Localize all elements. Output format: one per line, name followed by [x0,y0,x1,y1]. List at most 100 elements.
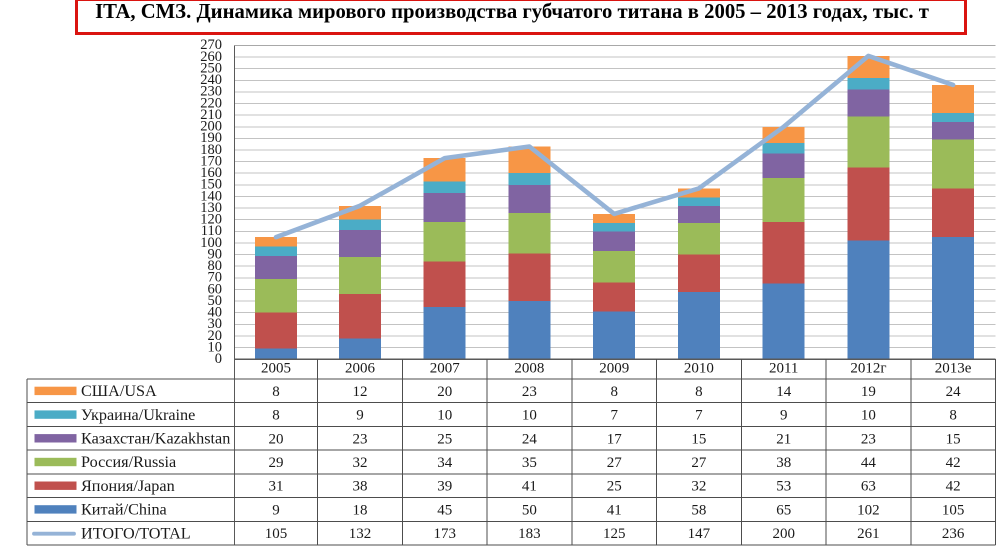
svg-text:15: 15 [946,431,961,447]
svg-text:10: 10 [437,408,452,424]
svg-text:23: 23 [353,431,368,447]
svg-text:24: 24 [946,384,962,400]
svg-text:38: 38 [353,479,368,495]
svg-text:8: 8 [695,384,703,400]
svg-text:2006: 2006 [345,361,376,377]
svg-text:210: 210 [200,107,222,123]
svg-text:23: 23 [522,384,537,400]
svg-text:50: 50 [208,293,223,309]
svg-text:147: 147 [688,526,711,542]
svg-text:40: 40 [208,305,223,321]
svg-text:260: 260 [200,49,222,65]
svg-text:2010: 2010 [684,361,714,377]
svg-text:Казахстан/Kazakhstan: Казахстан/Kazakhstan [81,430,230,448]
svg-text:9: 9 [780,408,788,424]
svg-text:27: 27 [607,455,623,471]
svg-text:44: 44 [861,455,877,471]
svg-text:Украина/Ukraine: Украина/Ukraine [81,406,195,424]
svg-text:100: 100 [200,235,222,251]
svg-text:140: 140 [200,188,222,204]
svg-text:23: 23 [861,431,876,447]
svg-text:10: 10 [861,408,876,424]
svg-text:42: 42 [946,479,961,495]
svg-text:102: 102 [857,502,880,518]
svg-text:2013e: 2013e [935,361,972,377]
svg-text:7: 7 [610,408,618,424]
svg-text:170: 170 [200,153,222,169]
svg-text:2007: 2007 [430,361,461,377]
svg-text:25: 25 [607,479,622,495]
svg-text:Китай/China: Китай/China [81,501,167,519]
svg-text:270: 270 [200,37,222,53]
svg-text:Россия/Russia: Россия/Russia [81,453,176,471]
svg-text:25: 25 [437,431,452,447]
svg-text:240: 240 [200,72,222,88]
svg-text:34: 34 [437,455,453,471]
svg-text:90: 90 [208,246,223,262]
svg-text:60: 60 [208,281,223,297]
svg-text:2009: 2009 [599,361,629,377]
svg-text:10: 10 [522,408,537,424]
svg-text:125: 125 [603,526,626,542]
svg-text:8: 8 [272,384,280,400]
svg-text:8: 8 [949,408,957,424]
svg-text:20: 20 [208,328,223,344]
svg-text:132: 132 [349,526,372,542]
svg-text:250: 250 [200,60,222,76]
svg-text:38: 38 [776,455,791,471]
svg-text:27: 27 [691,455,707,471]
svg-text:65: 65 [776,502,791,518]
svg-text:19: 19 [861,384,876,400]
svg-text:70: 70 [208,270,223,286]
svg-text:53: 53 [776,479,791,495]
svg-text:США/USA: США/USA [81,382,157,400]
svg-text:50: 50 [522,502,537,518]
svg-text:7: 7 [695,408,703,424]
svg-text:ИТОГО/TOTAL: ИТОГО/TOTAL [81,524,191,542]
svg-text:2005: 2005 [261,361,291,377]
svg-text:21: 21 [776,431,791,447]
svg-text:230: 230 [200,84,222,100]
svg-text:160: 160 [200,165,222,181]
svg-text:63: 63 [861,479,876,495]
svg-text:105: 105 [942,502,965,518]
svg-text:41: 41 [522,479,537,495]
svg-text:32: 32 [353,455,368,471]
svg-text:17: 17 [607,431,623,447]
svg-text:30: 30 [208,316,223,332]
svg-text:12: 12 [353,384,368,400]
svg-text:200: 200 [200,119,222,135]
svg-text:39: 39 [437,479,452,495]
svg-text:2008: 2008 [514,361,544,377]
svg-text:41: 41 [607,502,622,518]
svg-text:24: 24 [522,431,538,447]
svg-text:130: 130 [200,200,222,216]
svg-text:2012г: 2012г [850,361,886,377]
svg-text:190: 190 [200,130,222,146]
svg-text:29: 29 [269,455,284,471]
svg-text:9: 9 [356,408,364,424]
svg-text:8: 8 [272,408,280,424]
svg-text:173: 173 [433,526,456,542]
svg-text:105: 105 [265,526,288,542]
svg-text:261: 261 [857,526,880,542]
svg-text:18: 18 [353,502,368,518]
svg-text:31: 31 [269,479,284,495]
svg-text:8: 8 [610,384,618,400]
svg-text:220: 220 [200,95,222,111]
svg-text:15: 15 [691,431,706,447]
svg-text:180: 180 [200,142,222,158]
svg-text:9: 9 [272,502,280,518]
svg-text:14: 14 [776,384,792,400]
svg-text:2011: 2011 [769,361,798,377]
svg-text:20: 20 [437,384,452,400]
svg-text:120: 120 [200,212,222,228]
svg-text:200: 200 [772,526,795,542]
svg-text:45: 45 [437,502,452,518]
svg-text:Япония/Japan: Япония/Japan [81,477,175,495]
svg-text:10: 10 [208,339,223,355]
svg-text:0: 0 [215,351,222,367]
svg-text:236: 236 [942,526,965,542]
svg-text:183: 183 [518,526,541,542]
svg-text:42: 42 [946,455,961,471]
